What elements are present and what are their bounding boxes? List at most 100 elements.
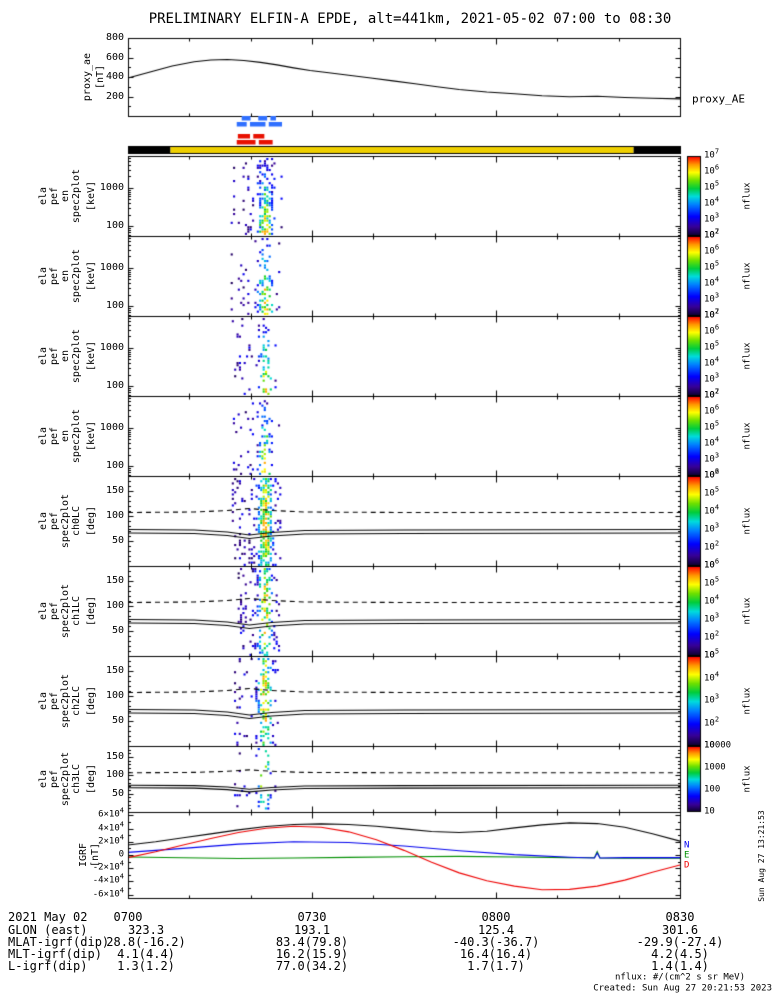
energy-panel-3-ylabel: ela bbox=[38, 426, 49, 446]
pitch-panel-2-ylabel: ela bbox=[38, 691, 49, 711]
energy-panel-0-nflux-label: nflux bbox=[742, 182, 753, 210]
pitch-ytick-label: 150 bbox=[105, 751, 124, 762]
pitch-panel-2-colorbar-tick-label: 104 bbox=[704, 670, 720, 683]
energy-panel-0-colorbar-tick-label: 107 bbox=[704, 147, 720, 161]
pitch-panel-3-ylabel: spec2plot bbox=[60, 751, 71, 807]
energy-panel-1-ylabel: ela bbox=[38, 266, 49, 286]
footer-value: 323.3 bbox=[127, 923, 165, 937]
footer-value: 1.7(1.7) bbox=[467, 959, 525, 973]
energy-ytick-label: 100 bbox=[105, 380, 124, 392]
energy-ytick-label: 100 bbox=[105, 300, 124, 312]
energy-panel-0-ylabel: ela bbox=[38, 186, 49, 206]
pitch-panel-1-colorbar-tick-label: 105 bbox=[704, 575, 720, 589]
energy-panel-3-colorbar-tick-label: 105 bbox=[704, 419, 720, 433]
igrf-ytick-label: -4×104 bbox=[92, 872, 124, 886]
pitch-panel-3-ylabel: ela bbox=[38, 769, 49, 789]
pitch-panel-1-ylabel: pef bbox=[49, 601, 60, 621]
igrf-ytick-label: -6×104 bbox=[92, 886, 124, 900]
energy-panel-1-colorbar-tick-label: 107 bbox=[704, 227, 720, 241]
energy-panel-1-unit-label: [keV] bbox=[86, 260, 97, 292]
proxy-ae-right-label: proxy_AE bbox=[692, 92, 745, 106]
proxy-unit-label: [nT] bbox=[95, 64, 106, 90]
energy-panel-3-colorbar-tick-label: 106 bbox=[704, 403, 720, 417]
pitch-ytick-label: 100 bbox=[105, 769, 124, 781]
energy-panel-2-colorbar-tick-label: 102 bbox=[704, 387, 720, 401]
footer-value: 16.4(16.4) bbox=[459, 947, 533, 961]
igrf-ytick-label: 6×104 bbox=[98, 806, 124, 820]
energy-panel-3-colorbar-tick-label: 103 bbox=[704, 451, 720, 465]
energy-panel-2-ylabel: ela bbox=[38, 346, 49, 366]
pitch-ytick-label: 100 bbox=[105, 510, 124, 521]
pitch-panel-2-unit-label: [deg] bbox=[86, 685, 97, 717]
pitch-ytick-label: 50 bbox=[111, 535, 124, 546]
igrf-legend-N: N bbox=[684, 840, 690, 851]
pitch-ytick-label: 100 bbox=[105, 600, 124, 611]
energy-panel-2-colorbar-tick-label: 107 bbox=[704, 307, 720, 321]
energy-panel-3-nflux-label: nflux bbox=[742, 422, 753, 450]
energy-panel-2-ylabel: en bbox=[60, 349, 71, 363]
energy-panel-2-ylabel: spec2plot bbox=[71, 328, 82, 384]
energy-panel-0-colorbar-tick-label: 105 bbox=[704, 179, 720, 193]
pitch-panel-3-ylabel: ch3LC bbox=[71, 763, 82, 795]
pitch-panel-0-nflux-label: nflux bbox=[742, 507, 753, 535]
pitch-ytick-label: 50 bbox=[111, 715, 124, 726]
pitch-ytick-label: 50 bbox=[111, 787, 124, 799]
energy-panel-3-colorbar-tick-label: 102 bbox=[704, 467, 720, 481]
energy-panel-3-colorbar-tick-label: 104 bbox=[704, 435, 720, 449]
energy-ytick-label: 1000 bbox=[99, 261, 124, 273]
energy-panel-1-ylabel: spec2plot bbox=[71, 248, 82, 304]
pitch-panel-3-colorbar-tick-label: 100 bbox=[704, 784, 721, 795]
energy-panel-1-ylabel: pef bbox=[49, 266, 60, 286]
x-tick-label: 0800 bbox=[481, 910, 511, 924]
pitch-panel-0-colorbar-tick-label: 103 bbox=[704, 521, 720, 535]
energy-panel-0-colorbar-tick-label: 104 bbox=[704, 195, 720, 209]
energy-panel-1-colorbar-tick-label: 103 bbox=[704, 291, 720, 305]
pitch-panel-1-colorbar-tick-label: 102 bbox=[704, 629, 720, 643]
plot-title: PRELIMINARY ELFIN-A EPDE, alt=441km, 202… bbox=[148, 11, 672, 27]
pitch-panel-1-ylabel: ch1LC bbox=[71, 595, 82, 627]
energy-panel-1-ylabel: en bbox=[60, 269, 71, 283]
units-note: nflux: #/(cm^2 s sr MeV) bbox=[614, 972, 745, 983]
energy-panel-2-colorbar-tick-label: 103 bbox=[704, 371, 720, 385]
pitch-panel-1-colorbar-tick-label: 103 bbox=[704, 611, 720, 625]
footer-value: 1.4(1.4) bbox=[651, 959, 709, 973]
footer-value: 4.1(4.4) bbox=[117, 947, 175, 961]
pitch-panel-3-ylabel: pef bbox=[49, 769, 60, 789]
pitch-panel-3-unit-label: [deg] bbox=[86, 763, 97, 795]
pitch-panel-2-nflux-label: nflux bbox=[742, 687, 753, 715]
energy-panel-0-ylabel: pef bbox=[49, 186, 60, 206]
pitch-ytick-label: 50 bbox=[111, 625, 124, 636]
pitch-panel-3-colorbar-tick-label: 10 bbox=[704, 806, 715, 817]
pitch-panel-1-ylabel: spec2plot bbox=[60, 583, 71, 639]
proxy-ytick-label: 400 bbox=[105, 71, 124, 82]
pitch-ytick-label: 150 bbox=[105, 485, 124, 496]
footer-value: 1.3(1.2) bbox=[117, 959, 175, 973]
pitch-panel-0-colorbar-tick-label: 104 bbox=[704, 503, 720, 517]
igrf-ytick-label: -2×104 bbox=[92, 859, 124, 873]
energy-panel-0-colorbar-tick-label: 106 bbox=[704, 163, 720, 177]
energy-panel-0-colorbar-tick-label: 102 bbox=[704, 227, 720, 241]
pitch-panel-2-ylabel: ch2LC bbox=[71, 685, 82, 717]
pitch-panel-2-colorbar-tick-label: 10 bbox=[704, 740, 715, 751]
energy-panel-0-colorbar-tick-label: 103 bbox=[704, 211, 720, 225]
pitch-panel-0-colorbar-tick-label: 102 bbox=[704, 539, 720, 553]
energy-panel-0-ylabel: spec2plot bbox=[71, 168, 82, 224]
footer-value: 193.1 bbox=[293, 923, 331, 937]
energy-panel-3-ylabel: pef bbox=[49, 426, 60, 446]
pitch-panel-1-nflux-label: nflux bbox=[742, 597, 753, 625]
pitch-panel-0-ylabel: ch0LC bbox=[71, 505, 82, 537]
pitch-panel-2-ylabel: pef bbox=[49, 691, 60, 711]
pitch-panel-0-ylabel: pef bbox=[49, 511, 60, 531]
energy-ytick-label: 100 bbox=[105, 460, 124, 472]
energy-panel-1-nflux-label: nflux bbox=[742, 262, 753, 290]
pitch-panel-0-colorbar-tick-label: 106 bbox=[704, 467, 720, 481]
energy-panel-2-colorbar-tick-label: 106 bbox=[704, 323, 720, 337]
pitch-panel-2-colorbar-tick-label: 103 bbox=[704, 692, 720, 706]
energy-panel-1-colorbar-tick-label: 106 bbox=[704, 243, 720, 257]
footer-value: 28.8(-16.2) bbox=[106, 935, 186, 949]
footer-value: -29.9(-27.4) bbox=[636, 935, 724, 949]
footer-row-label: MLAT-igrf(dip) bbox=[8, 935, 110, 949]
pitch-panel-0-colorbar-tick-label: 105 bbox=[704, 485, 720, 499]
footer-value: 77.0(34.2) bbox=[275, 959, 349, 973]
